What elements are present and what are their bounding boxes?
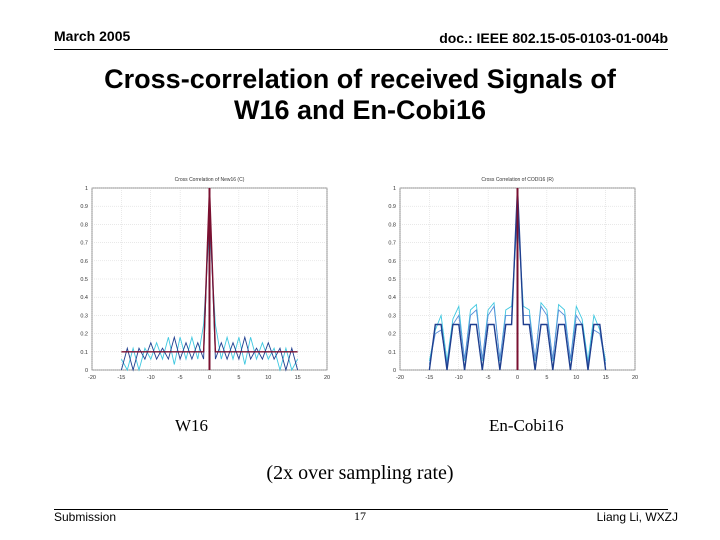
y-tick-label: 0.5 — [388, 277, 396, 283]
y-tick-label: 0.1 — [80, 350, 88, 356]
y-tick-label: 0.8 — [388, 222, 396, 228]
chart-w16: Cross Correlation of New16 (C) 0 0.1 0.2 0.3… — [62, 170, 337, 388]
y-tick-label: 0.4 — [80, 295, 88, 301]
slide-title-line-1: Cross-correlation of received Signals of — [104, 64, 616, 94]
header-doc-id: doc.: IEEE 802.15-05-0103-01-004b — [439, 30, 668, 46]
x-tick-label: 15 — [603, 375, 609, 381]
x-tick-label: -10 — [455, 375, 463, 381]
y-tick-label: 0.9 — [80, 204, 88, 210]
y-tick-label: 0.7 — [388, 241, 396, 247]
footer-divider — [54, 509, 668, 510]
x-tick-label: 20 — [324, 375, 330, 381]
y-tick-label: 0.9 — [388, 204, 396, 210]
slide-title-line-2: W16 and En-Cobi16 — [233, 95, 487, 125]
footer-submission: Submission — [54, 510, 117, 524]
footer-author: Liang Li, WXZJ — [596, 510, 678, 524]
x-tick-label: 5 — [545, 375, 548, 381]
y-tick-label: 0.1 — [388, 350, 396, 356]
x-tick-label: -20 — [88, 375, 96, 381]
x-tick-label: 15 — [295, 375, 301, 381]
y-tick-label: 1 — [393, 186, 396, 192]
x-tick-label: -5 — [178, 375, 183, 381]
x-tick-label: 0 — [208, 375, 211, 381]
y-tick-label: 0 — [393, 368, 396, 374]
chart-title: Cross Correlation of New16 (C) — [175, 177, 245, 183]
y-tick-label: 0.6 — [80, 259, 88, 265]
chart-title: Cross Correlation of CODI16 (R) — [481, 177, 554, 183]
x-tick-label: -10 — [147, 375, 155, 381]
chart-en-cobi16-svg: Cross Correlation of CODI16 (R) 0 0.1 0.2 0.… — [388, 177, 638, 381]
y-tick-label: 0.3 — [388, 313, 396, 319]
label-en-cobi16: En-Cobi16 — [489, 416, 564, 435]
chart-en-cobi16: Cross Correlation of CODI16 (R) 0 0.1 0.2 0.… — [370, 170, 645, 388]
x-tick-label: -15 — [117, 375, 125, 381]
x-tick-label: 5 — [237, 375, 240, 381]
sampling-note: (2x over sampling rate) — [266, 462, 454, 484]
x-tick-label: -15 — [425, 375, 433, 381]
y-tick-label: 0.4 — [388, 295, 396, 301]
x-tick-label: 0 — [516, 375, 519, 381]
header-divider — [54, 49, 668, 50]
y-tick-label: 0.2 — [80, 332, 88, 338]
x-tick-label: -20 — [396, 375, 404, 381]
y-tick-label: 1 — [85, 186, 88, 192]
x-tick-label: 10 — [573, 375, 579, 381]
y-tick-label: 0.3 — [80, 313, 88, 319]
y-tick-label: 0.8 — [80, 222, 88, 228]
x-tick-label: 20 — [632, 375, 638, 381]
y-tick-label: 0.6 — [388, 259, 396, 265]
header-date: March 2005 — [54, 28, 131, 44]
y-tick-label: 0 — [85, 368, 88, 374]
slide-title: Cross-correlation of received Signals of… — [0, 64, 720, 126]
x-tick-label: -5 — [486, 375, 491, 381]
y-tick-label: 0.2 — [388, 332, 396, 338]
footer-page-number: 17 — [354, 509, 366, 523]
y-tick-label: 0.7 — [80, 241, 88, 247]
x-tick-label: 10 — [265, 375, 271, 381]
chart-w16-svg: Cross Correlation of New16 (C) 0 0.1 0.2 0.3… — [80, 177, 330, 381]
label-w16: W16 — [175, 416, 209, 435]
y-tick-label: 0.5 — [80, 277, 88, 283]
